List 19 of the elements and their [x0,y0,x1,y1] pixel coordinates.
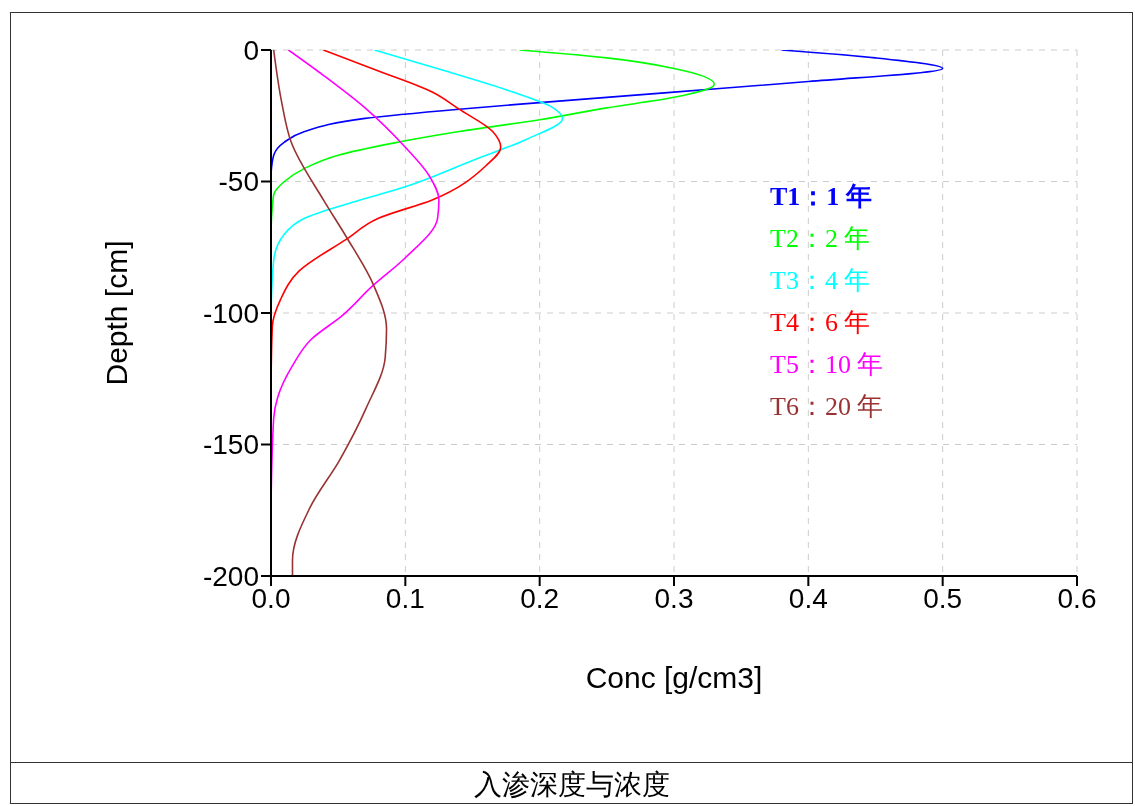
x-tick-label: 0.6 [1057,582,1097,614]
y-tick-label: -100 [202,297,259,329]
x-tick-label: 0.2 [520,582,560,614]
y-tick-label: -50 [218,166,259,198]
text: T3：4 年 [770,265,872,297]
text: T4：6 年 [770,307,872,339]
x-tick-label: 0.3 [654,582,694,614]
x-tick-label: 0.5 [923,582,963,614]
text: 入渗深度与浓度 [472,767,671,803]
x-tick-label: 0.1 [385,582,425,614]
x-tick-label: 0.4 [788,582,828,614]
y-axis-title: Depth [cm] [99,240,133,386]
y-tick-label: -150 [202,429,259,461]
text: T1：1 年 [770,181,873,213]
x-axis-title: Conc [g/cm3] [585,661,763,694]
y-tick-label: 0 [243,34,259,66]
text: T6：20 年 [770,391,884,423]
text: T2：2 年 [770,223,872,255]
text: T5：10 年 [770,349,884,381]
